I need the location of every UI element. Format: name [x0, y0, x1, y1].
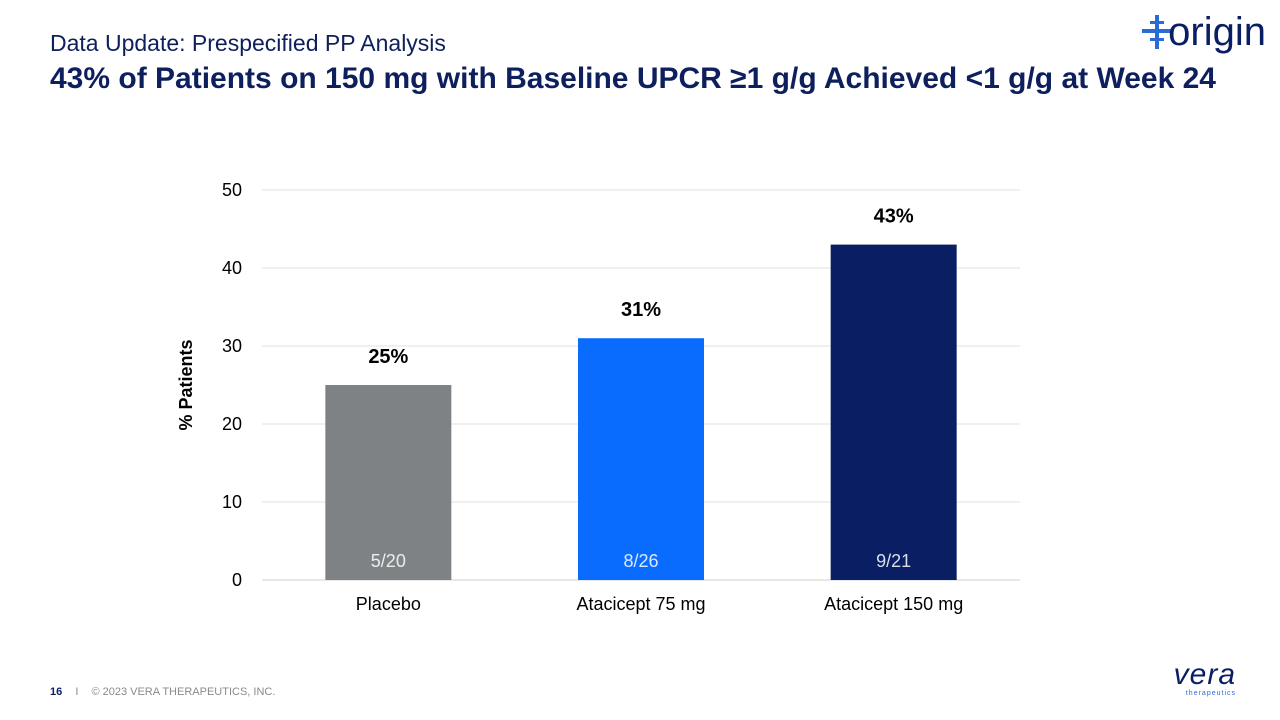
bar-inner-label: 9/21	[876, 551, 911, 571]
bar	[325, 385, 452, 580]
vera-logo-text: vera	[1173, 658, 1236, 691]
bar	[578, 338, 704, 580]
x-category-label: Atacicept 150 mg	[824, 594, 963, 614]
y-axis-label: % Patients	[176, 339, 196, 430]
y-tick-label: 30	[222, 336, 242, 356]
footer-separator: I	[75, 686, 79, 698]
vera-logo-subtext: therapeutics	[1185, 690, 1236, 697]
slide-subtitle: Data Update: Prespecified PP Analysis	[50, 30, 446, 56]
y-axis-ticks: 0 10 20 30 40 50	[222, 180, 242, 590]
x-category-label: Placebo	[356, 594, 421, 614]
bar-value-label: 31%	[621, 299, 661, 321]
y-tick-label: 20	[222, 414, 242, 434]
bar	[830, 244, 957, 580]
bar-value-label: 43%	[874, 206, 914, 228]
origin-logo: origin	[1140, 10, 1266, 55]
page-number: 16	[50, 686, 63, 698]
slide-title: 43% of Patients on 150 mg with Baseline …	[50, 62, 1216, 95]
x-axis-labels: Placebo Atacicept 75 mg Atacicept 150 mg	[356, 594, 963, 614]
y-tick-label: 50	[222, 180, 242, 200]
origin-cross-icon	[1142, 14, 1173, 49]
bar-value-label: 25%	[368, 346, 408, 368]
x-category-label: Atacicept 75 mg	[576, 594, 705, 614]
y-tick-label: 0	[232, 570, 242, 590]
vera-logo: vera therapeutics	[1173, 658, 1236, 698]
y-tick-label: 10	[222, 492, 242, 512]
bar-inner-label: 8/26	[623, 551, 658, 571]
copyright-text: © 2023 VERA THERAPEUTICS, INC.	[91, 686, 276, 698]
bar-inner-label: 5/20	[371, 551, 406, 571]
footer: 16 I © 2023 VERA THERAPEUTICS, INC.	[50, 686, 275, 698]
origin-logo-text: origin	[1168, 10, 1266, 54]
chart-bars: 25% 5/20 31% 8/26 43% 9/21	[325, 206, 957, 580]
y-tick-label: 40	[222, 258, 242, 278]
